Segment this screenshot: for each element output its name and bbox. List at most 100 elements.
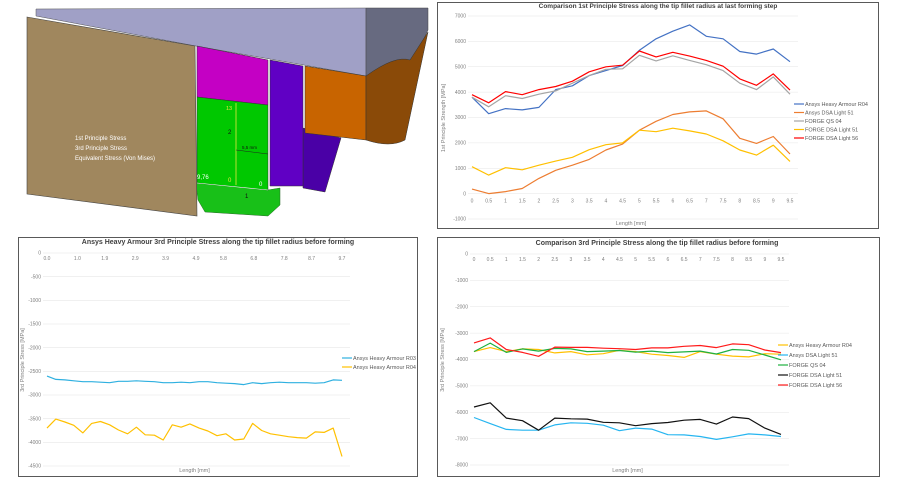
y-tick-label: -4500: [28, 464, 41, 470]
x-tick-label: 1.0: [74, 256, 81, 262]
x-tick-label: 9: [772, 199, 775, 205]
x-tick-label: 5: [634, 257, 637, 263]
x-tick-label: 0.0: [44, 256, 51, 262]
x-tick-label: 3.9: [162, 256, 169, 262]
fillet-model-diagram: 1st Principle Stress 3rd Principle Stres…: [26, 7, 429, 217]
x-tick-label: 4: [602, 257, 605, 263]
x-tick-label: 5.5: [648, 257, 655, 263]
annotation-9-76: 9,76: [197, 175, 209, 181]
y-tick-label: -7000: [455, 436, 468, 442]
y-tick-label: -5000: [455, 384, 468, 390]
annotation-1: 1: [245, 194, 249, 200]
x-tick-label: 5: [638, 199, 641, 205]
base-line: [196, 182, 269, 191]
x-tick-label: 7: [699, 257, 702, 263]
x-tick-label: 6.8: [250, 256, 257, 262]
y-tick-label: -2500: [28, 369, 41, 375]
series-line-forge-qs-04: [471, 54, 791, 108]
x-tick-label: 1.9: [101, 256, 108, 262]
y-axis-label: 1st Principle Strength [MPa]: [441, 83, 447, 152]
y-axis-label: 3rd Principle Stress [MPa]: [20, 328, 26, 392]
chart-panel-3rd-principle: [437, 237, 880, 477]
x-tick-label: 0.5: [485, 199, 492, 205]
series-line-ansys-dsa-light-51: [473, 416, 782, 440]
y-tick-label: -6000: [455, 410, 468, 416]
series-line-forge-dsa-light-51: [471, 127, 791, 176]
x-tick-label: 5.5: [653, 199, 660, 205]
x-tick-label: 1.5: [519, 257, 526, 263]
x-tick-label: 2: [537, 257, 540, 263]
y-tick-label: -4000: [455, 357, 468, 363]
legend-entry: Ansys Heavy Armour R04: [353, 365, 416, 371]
legend-entry: FORGE QS 04: [805, 119, 842, 125]
x-tick-label: 2.5: [551, 257, 558, 263]
x-tick-label: 2.9: [132, 256, 139, 262]
x-tick-label: 1.5: [519, 199, 526, 205]
x-tick-label: 9.7: [339, 256, 346, 262]
x-tick-label: 6: [667, 257, 670, 263]
x-tick-label: 3: [571, 199, 574, 205]
x-tick-label: 1: [504, 199, 507, 205]
x-tick-label: 4: [605, 199, 608, 205]
width-dimension: [235, 149, 269, 155]
y-tick-label: -1500: [28, 322, 41, 328]
y-tick-label: 3000: [455, 115, 466, 121]
series-line-forge-qs-04: [473, 342, 782, 361]
x-tick-label: 0: [473, 257, 476, 263]
chart-title: Ansys Heavy Armour 3rd Principle Stress …: [82, 239, 354, 246]
y-axis-label: 3rd Principle Stress [MPa]: [440, 328, 446, 392]
legend-entry: FORGE DSA Light 51: [805, 128, 858, 134]
x-tick-label: 7.5: [720, 199, 727, 205]
x-axis-label: Length [mm]: [612, 468, 643, 474]
x-tick-label: 6.5: [686, 199, 693, 205]
y-tick-label: 6000: [455, 39, 466, 45]
y-tick-label: 5000: [455, 64, 466, 70]
purple-part: [269, 59, 304, 187]
x-tick-label: 1: [505, 257, 508, 263]
x-tick-label: 6: [671, 199, 674, 205]
x-tick-label: 6.5: [681, 257, 688, 263]
annotation-0: 0: [259, 182, 263, 188]
x-tick-label: 0.5: [487, 257, 494, 263]
y-tick-label: 1000: [455, 166, 466, 172]
x-tick-label: 5.8: [220, 256, 227, 262]
x-tick-label: 8.5: [745, 257, 752, 263]
y-tick-label: -2000: [455, 304, 468, 310]
y-tick-label: -4000: [28, 440, 41, 446]
x-tick-label: 9.5: [787, 199, 794, 205]
chart-panel-ansys-3rd-principle: [18, 237, 418, 477]
legend-entry: FORGE DSA Light 51: [789, 373, 842, 379]
annotation-0-yellow: 0: [228, 178, 232, 184]
series-line-forge-dsa-light-51: [473, 402, 782, 435]
y-tick-label: -1000: [453, 217, 466, 223]
x-tick-label: 4.9: [193, 256, 200, 262]
chart-title: Comparison 3rd Principle Stress along th…: [536, 240, 779, 247]
green-lower: [195, 182, 281, 217]
annotation-2: 2: [228, 130, 232, 136]
diagram-label-3: Equivalent Stress (Von Mises): [75, 156, 155, 162]
brown-panel: [26, 16, 198, 217]
x-tick-label: 8: [738, 199, 741, 205]
annotation-13: 13: [226, 106, 232, 112]
y-tick-label: 4000: [455, 90, 466, 96]
x-tick-label: 8: [731, 257, 734, 263]
diagram-label-2: 3rd Principle Stress: [75, 146, 127, 152]
legend-entry: FORGE DSA Light 56: [789, 383, 842, 389]
legend-entry: Ansys Heavy Armour R04: [789, 343, 852, 349]
y-tick-label: 0: [465, 252, 468, 258]
y-tick-label: -3000: [455, 331, 468, 337]
x-tick-label: 8.5: [753, 199, 760, 205]
x-tick-label: 3: [570, 257, 573, 263]
y-tick-label: -2000: [28, 345, 41, 351]
legend-entry: FORGE DSA Light 56: [805, 136, 858, 142]
x-tick-label: 4.5: [616, 257, 623, 263]
legend-entry: Ansys DSA Light 51: [789, 353, 838, 359]
series-line-ansys-heavy-armour-r04: [46, 418, 343, 457]
top-block: [35, 7, 367, 77]
x-tick-label: 8.7: [308, 256, 315, 262]
x-tick-label: 7.5: [713, 257, 720, 263]
y-tick-label: -500: [31, 274, 41, 280]
x-axis-label: Length [mm]: [616, 221, 647, 227]
x-tick-label: 2: [538, 199, 541, 205]
